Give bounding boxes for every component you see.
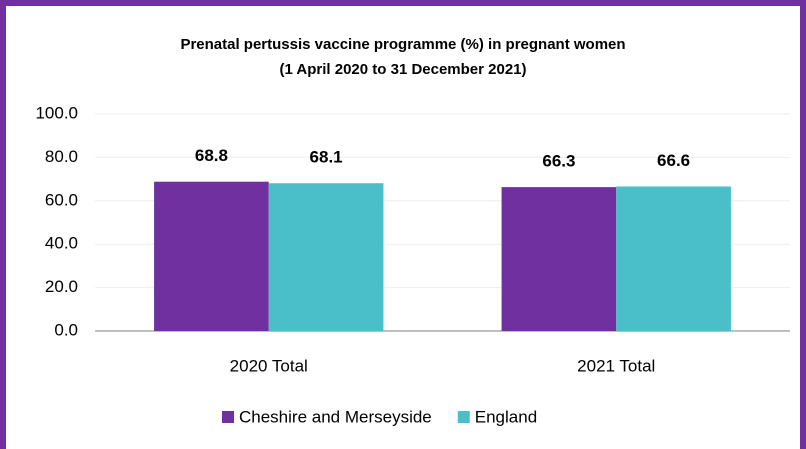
bar [501,187,617,331]
y-tick-label: 80.0 [45,147,78,166]
y-tick-label: 40.0 [45,234,78,253]
y-tick-label: 60.0 [45,190,78,209]
data-label: 66.3 [542,152,575,171]
y-tick-label: 0.0 [54,320,78,339]
bar [616,186,731,331]
data-label: 68.8 [195,146,228,165]
chart-title: Prenatal pertussis vaccine programme (%)… [180,36,625,53]
x-tick-label: 2020 Total [230,356,308,375]
y-tick-label: 20.0 [45,277,78,296]
legend-swatch [222,411,234,423]
legend-label: Cheshire and Merseyside [239,407,432,426]
data-label: 68.1 [310,148,343,167]
bar [154,181,269,331]
data-label: 66.6 [657,151,690,170]
chart-subtitle: (1 April 2020 to 31 December 2021) [279,61,526,78]
y-tick-label: 100.0 [35,103,78,122]
legend-label: England [475,407,537,426]
bar [268,183,384,331]
legend-swatch [457,411,470,423]
x-tick-label: 2021 Total [577,356,655,375]
